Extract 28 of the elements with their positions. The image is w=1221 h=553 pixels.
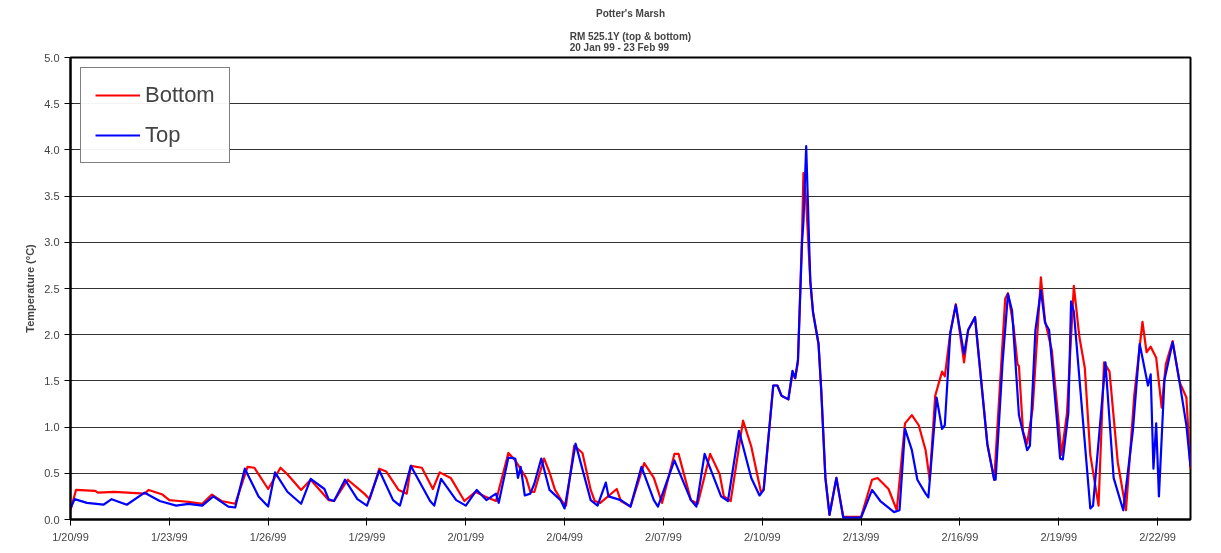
y-tick-label: 3.5 (44, 190, 60, 203)
y-tick-label: 0.0 (44, 513, 60, 526)
y-tick-label: 1.0 (44, 421, 60, 434)
y-tick-label: 4.0 (44, 143, 60, 156)
x-tick-label: 2/07/99 (645, 530, 682, 543)
y-axis-title: Temperature (°C) (24, 243, 37, 333)
x-tick-label: 2/04/99 (546, 530, 583, 543)
y-tick-label: 2.0 (44, 328, 60, 341)
x-tick-label: 1/29/99 (348, 530, 386, 543)
legend-label: Bottom (145, 82, 215, 108)
x-tick-label: 2/16/99 (941, 530, 979, 543)
y-tick-label: 5.0 (44, 51, 60, 64)
legend-label: Top (145, 122, 181, 148)
x-tick-label: 1/20/99 (52, 530, 89, 543)
y-tick-label: 4.5 (44, 97, 60, 110)
x-tick-label: 1/23/99 (150, 530, 188, 543)
y-tick-label: 2.5 (44, 282, 60, 295)
y-tick-label: 3.0 (44, 236, 60, 249)
chart-subtitle: RM 525.1Y (top & bottom) 20 Jan 99 - 23 Feb 99 (569, 30, 692, 53)
x-tick-label: 2/01/99 (447, 530, 485, 543)
y-tick-label: 1.5 (44, 374, 60, 387)
x-tick-label: 2/22/99 (1139, 530, 1176, 543)
x-tick-label: 1/26/99 (249, 530, 287, 543)
y-tick-label: 0.5 (44, 467, 60, 480)
x-tick-label: 2/19/99 (1040, 530, 1078, 543)
x-tick-label: 2/13/99 (842, 530, 880, 543)
x-tick-label: 2/10/99 (743, 530, 781, 543)
chart-title: Potter's Marsh (595, 7, 666, 19)
